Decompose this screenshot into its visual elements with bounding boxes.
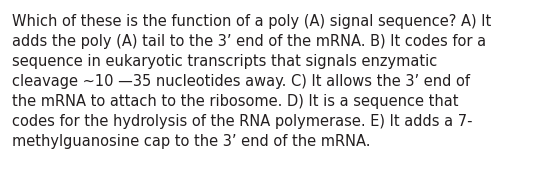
Text: Which of these is the function of a poly (A) signal sequence? A) It
adds the pol: Which of these is the function of a poly…: [12, 14, 491, 149]
